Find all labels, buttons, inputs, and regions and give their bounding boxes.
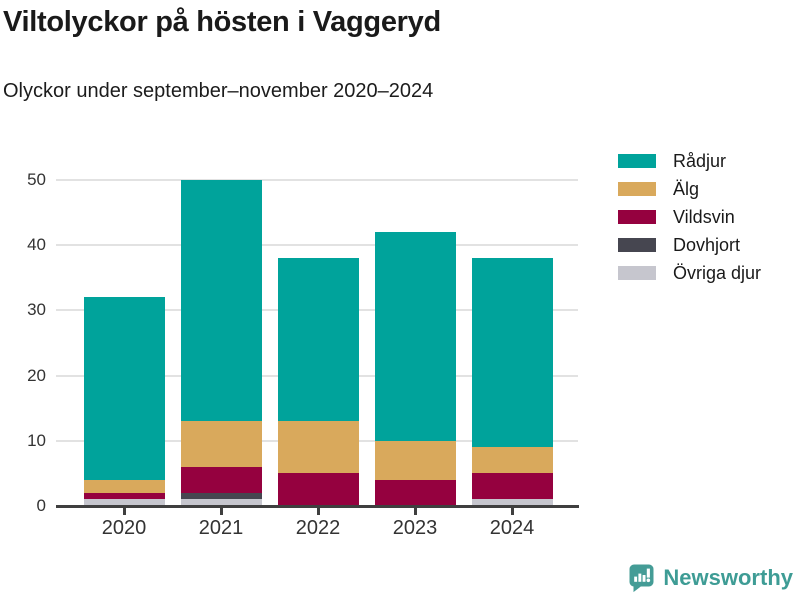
legend-swatch	[618, 210, 656, 224]
bar-segment-2021-Älg	[180, 421, 262, 467]
bar-segment-2024-Älg	[471, 447, 553, 474]
x-axis-label-2021: 2021	[198, 517, 244, 539]
bar-2024	[471, 258, 553, 506]
legend-label: Dovhjort	[673, 234, 741, 255]
y-axis-tick-label: 50	[27, 170, 46, 189]
bar-segment-2023-Rådjur	[374, 232, 456, 441]
bar-segment-2024-Övriga djur	[471, 499, 553, 506]
x-axis-tick	[220, 508, 223, 515]
legend-label: Övriga djur	[673, 262, 762, 283]
brand-link[interactable]: Newsworthy	[627, 563, 793, 593]
x-axis-label-2023: 2023	[392, 517, 438, 539]
legend: Rådjur Älg Vildsvin Dovhjort Övriga djur	[618, 147, 761, 287]
bar-segment-2021-Rådjur	[180, 180, 262, 422]
legend-label: Älg	[673, 178, 700, 199]
x-axis-tick	[317, 508, 320, 515]
bar-segment-2020-Rådjur	[83, 297, 165, 480]
legend-item-Övriga djur: Övriga djur	[618, 259, 761, 287]
x-axis-line	[56, 505, 579, 508]
bar-segment-2022-Rådjur	[277, 258, 359, 422]
legend-item-Rådjur: Rådjur	[618, 147, 761, 175]
x-axis-label-2020: 2020	[101, 517, 147, 539]
x-axis-label-2024: 2024	[489, 517, 535, 539]
bar-2021	[180, 180, 262, 506]
bar-segment-2023-Vildsvin	[374, 479, 456, 506]
bar-segment-2023-Älg	[374, 440, 456, 480]
y-axis-tick-label: 10	[27, 430, 46, 450]
bar-segment-2024-Rådjur	[471, 258, 553, 448]
page-subtitle: Olyckor under september–november 2020–20…	[3, 80, 434, 102]
bar-2023	[374, 232, 456, 506]
bar-segment-2020-Älg	[83, 479, 165, 493]
brand-name: Newsworthy	[663, 565, 793, 590]
y-axis-tick-label: 0	[36, 496, 46, 515]
bar-segment-2022-Älg	[277, 421, 359, 474]
x-axis-label-2022: 2022	[295, 517, 341, 539]
bar-segment-2020-Övriga djur	[83, 499, 165, 506]
bar-segment-2021-Vildsvin	[180, 466, 262, 493]
bar-segment-2020-Vildsvin	[83, 492, 165, 500]
legend-swatch	[618, 182, 656, 196]
x-axis-tick	[511, 508, 514, 515]
legend-item-Vildsvin: Vildsvin	[618, 203, 761, 231]
legend-item-Älg: Älg	[618, 175, 761, 203]
gridline-y-40	[56, 244, 578, 247]
legend-item-Dovhjort: Dovhjort	[618, 231, 761, 259]
bar-2020	[83, 297, 165, 506]
page-title: Viltolyckor på hösten i Vaggeryd	[3, 6, 441, 38]
y-axis-tick-label: 30	[27, 300, 46, 320]
legend-label: Vildsvin	[673, 206, 735, 227]
x-axis-tick	[123, 508, 126, 515]
legend-swatch	[618, 238, 656, 252]
bar-segment-2022-Vildsvin	[277, 473, 359, 506]
bar-2022	[277, 258, 359, 506]
legend-swatch	[618, 266, 656, 280]
newsworthy-logo-icon	[627, 563, 655, 593]
y-axis-tick-label: 40	[27, 235, 46, 255]
gridline-y-50	[56, 179, 578, 181]
bar-segment-2021-Dovhjort	[180, 492, 262, 500]
y-axis-tick-label: 20	[27, 365, 46, 385]
plot-area	[56, 179, 578, 506]
legend-swatch	[618, 154, 656, 168]
bar-segment-2024-Vildsvin	[471, 473, 553, 500]
x-axis-tick	[414, 508, 417, 515]
legend-label: Rådjur	[673, 150, 727, 171]
bar-segment-2021-Övriga djur	[180, 499, 262, 506]
